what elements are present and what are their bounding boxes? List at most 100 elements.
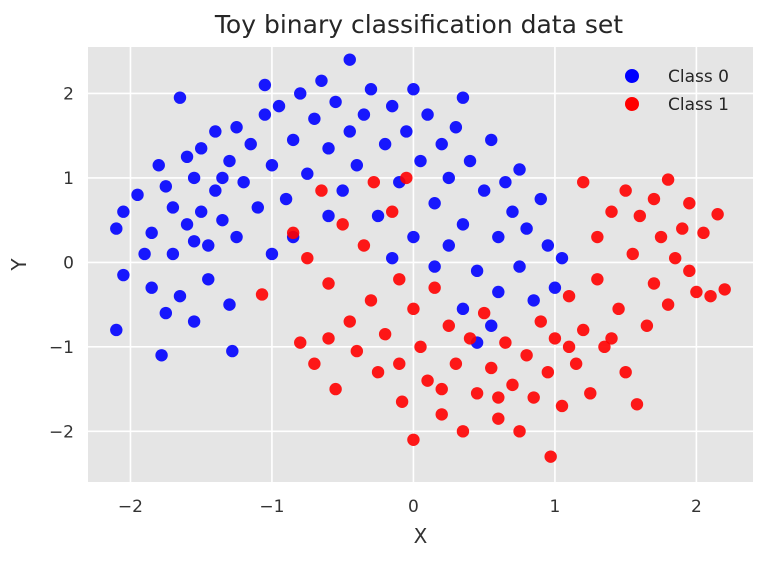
point-class-0 — [209, 184, 222, 197]
point-class-1 — [499, 336, 512, 349]
point-class-0 — [187, 315, 201, 328]
point-class-0 — [407, 230, 420, 244]
point-class-1 — [548, 332, 562, 345]
point-class-1 — [442, 319, 455, 332]
point-class-1 — [527, 391, 540, 404]
point-class-0 — [216, 171, 229, 185]
point-class-0 — [386, 251, 399, 265]
point-class-1 — [569, 357, 583, 370]
legend-label: Class 1 — [668, 95, 729, 115]
point-class-1 — [534, 315, 547, 328]
point-class-0 — [378, 137, 392, 151]
point-class-0 — [180, 150, 194, 164]
point-class-0 — [442, 171, 455, 185]
point-class-1 — [470, 387, 484, 400]
point-class-0 — [117, 268, 130, 282]
point-class-1 — [400, 171, 413, 185]
point-class-1 — [718, 283, 731, 296]
point-class-0 — [315, 74, 328, 87]
point-class-0 — [265, 247, 279, 261]
point-class-0 — [513, 260, 526, 273]
x-axis-ticks: −2 −1 0 1 2 — [118, 497, 702, 517]
point-class-1 — [329, 382, 342, 396]
point-class-1 — [555, 399, 569, 413]
x-tick-label: 0 — [408, 497, 419, 517]
y-tick-label: −1 — [49, 338, 74, 358]
point-class-0 — [152, 159, 165, 172]
point-class-0 — [456, 218, 470, 231]
point-class-1 — [255, 288, 269, 301]
point-class-0 — [258, 108, 272, 121]
point-class-1 — [407, 302, 420, 316]
point-class-0 — [230, 121, 243, 134]
point-class-1 — [343, 315, 356, 328]
point-class-0 — [449, 121, 463, 134]
point-class-1 — [322, 332, 335, 345]
point-class-0 — [230, 230, 243, 244]
plot-area — [88, 47, 753, 482]
point-class-0 — [173, 91, 187, 104]
point-class-0 — [477, 184, 491, 197]
point-class-1 — [584, 387, 597, 400]
y-axis-ticks: −2 −1 0 1 2 — [49, 84, 74, 442]
point-class-1 — [371, 365, 385, 379]
point-class-0 — [499, 175, 512, 189]
point-class-0 — [470, 264, 484, 278]
point-class-0 — [506, 205, 519, 218]
point-class-1 — [619, 184, 632, 197]
point-class-0 — [442, 239, 455, 252]
point-class-0 — [145, 226, 158, 240]
point-class-0 — [350, 159, 364, 172]
point-class-1 — [640, 319, 654, 332]
point-class-1 — [393, 273, 406, 286]
point-class-0 — [414, 154, 427, 168]
point-class-1 — [435, 408, 448, 421]
point-class-0 — [555, 251, 569, 265]
x-tick-label: −1 — [259, 497, 284, 517]
point-class-0 — [336, 184, 349, 197]
y-axis-label: Y — [7, 258, 31, 272]
x-tick-label: 1 — [550, 497, 561, 517]
point-class-1 — [407, 433, 420, 446]
point-class-1 — [485, 361, 498, 375]
point-class-0 — [272, 99, 286, 113]
point-class-1 — [393, 357, 406, 370]
point-class-0 — [329, 95, 342, 109]
point-class-1 — [544, 450, 557, 463]
point-class-1 — [463, 332, 477, 345]
point-class-1 — [286, 226, 300, 240]
point-class-1 — [357, 239, 371, 252]
point-class-1 — [630, 398, 644, 411]
point-class-1 — [378, 327, 392, 341]
point-class-1 — [605, 332, 618, 345]
point-class-1 — [633, 209, 647, 223]
point-class-1 — [456, 425, 470, 438]
point-class-0 — [301, 167, 314, 180]
point-class-1 — [421, 374, 434, 387]
point-class-1 — [577, 175, 590, 189]
point-class-0 — [548, 281, 562, 294]
point-class-1 — [294, 336, 307, 349]
point-class-0 — [258, 78, 272, 92]
point-class-0 — [166, 247, 180, 261]
point-class-0 — [400, 125, 413, 138]
point-class-0 — [322, 209, 335, 223]
point-class-1 — [336, 218, 349, 231]
point-class-0 — [463, 154, 477, 168]
point-class-0 — [194, 205, 208, 218]
point-class-1 — [435, 382, 448, 396]
point-class-0 — [202, 239, 215, 252]
point-class-0 — [343, 53, 356, 66]
point-class-0 — [138, 247, 151, 261]
point-class-1 — [619, 365, 632, 379]
point-class-1 — [676, 222, 689, 235]
point-class-1 — [577, 323, 590, 337]
point-class-0 — [279, 192, 293, 206]
point-class-0 — [527, 294, 540, 307]
point-class-1 — [364, 294, 378, 307]
point-class-1 — [395, 395, 409, 408]
point-class-0 — [194, 142, 208, 155]
point-class-1 — [301, 251, 314, 265]
